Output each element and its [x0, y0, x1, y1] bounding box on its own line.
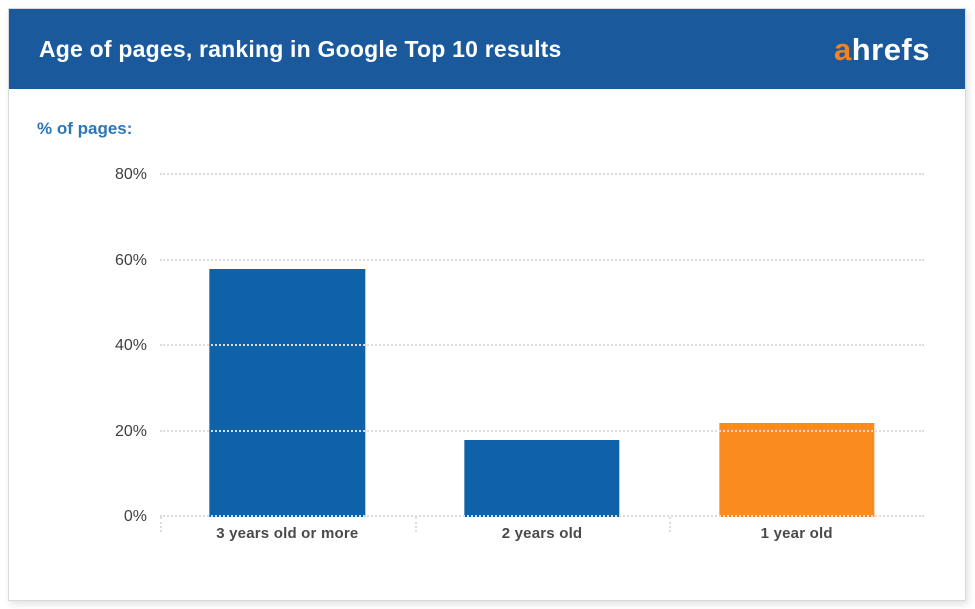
gridline-20	[160, 429, 924, 432]
chart-card: Age of pages, ranking in Google Top 10 r…	[8, 8, 966, 601]
bar-2-years-old	[464, 440, 620, 517]
y-axis-title: % of pages:	[37, 119, 133, 138]
ahrefs-logo: ahrefs	[834, 34, 930, 65]
x-axis-labels: 3 years old or more 2 years old 1 year old	[160, 525, 924, 542]
bar-1-year-old	[719, 422, 875, 517]
category-boundary-tick-1	[414, 517, 417, 532]
chart-title: Age of pages, ranking in Google Top 10 r…	[39, 35, 562, 62]
x-tick-label-2-years-old: 2 years old	[501, 525, 583, 542]
ahrefs-logo-letter-a: a	[833, 31, 852, 67]
category-boundary-tick-2	[669, 517, 672, 532]
gridline-40	[160, 344, 924, 346]
y-tick-label-80: 80%	[114, 166, 147, 183]
bar-cell-1	[415, 175, 670, 517]
y-tick-label-60: 60%	[114, 251, 147, 269]
gridline-0	[160, 515, 924, 517]
plot-area: 0% 20% 40% 60% 80%	[115, 166, 924, 532]
bar-3-years-old-or-more	[209, 269, 365, 517]
bar-cell-0	[160, 175, 415, 517]
category-boundary-tick-0	[160, 517, 162, 532]
gridline-80	[160, 173, 924, 175]
bar-cell-2	[669, 175, 924, 517]
gridline-60	[160, 258, 924, 261]
bars-row	[160, 175, 924, 517]
x-tick-label-1-year-old: 1 year old	[760, 525, 833, 542]
y-tick-label-40: 40%	[114, 337, 147, 354]
y-tick-label-20: 20%	[114, 422, 147, 440]
y-tick-label-0: 0%	[123, 508, 147, 525]
ahrefs-logo-rest: hrefs	[851, 31, 930, 67]
x-tick-label-3-years-old-or-more: 3 years old or more	[216, 525, 359, 542]
chart-header: Age of pages, ranking in Google Top 10 r…	[9, 9, 965, 89]
